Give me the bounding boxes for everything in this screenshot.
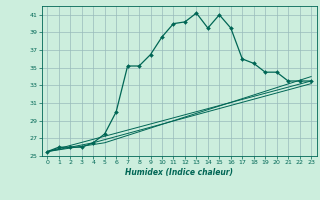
X-axis label: Humidex (Indice chaleur): Humidex (Indice chaleur): [125, 168, 233, 177]
